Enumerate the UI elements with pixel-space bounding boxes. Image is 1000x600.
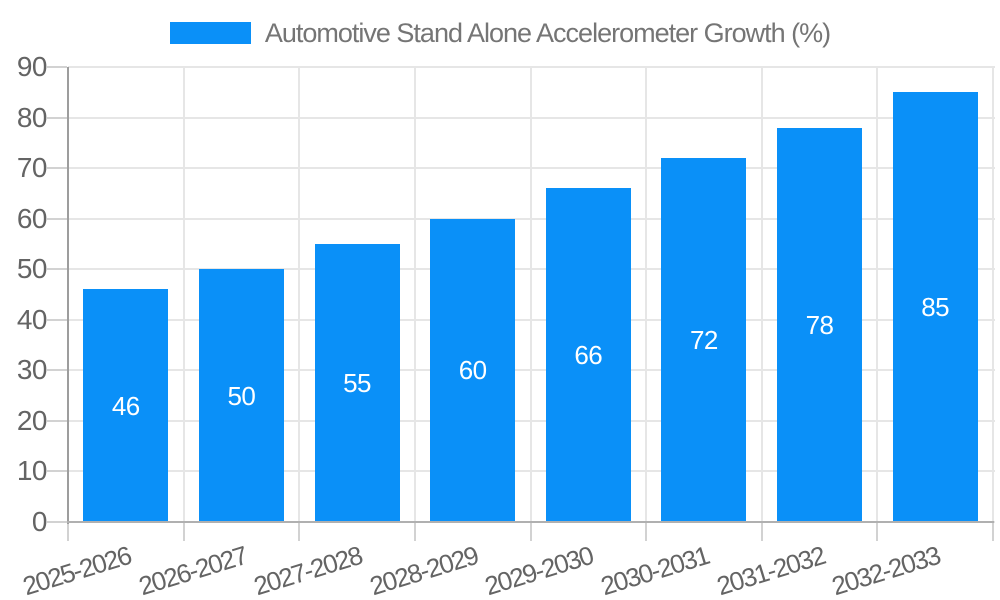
y-axis-tick bbox=[47, 167, 67, 170]
y-axis-tick bbox=[47, 521, 67, 523]
x-axis-tick bbox=[760, 523, 763, 541]
y-axis-label: 40 bbox=[16, 303, 48, 335]
x-axis-label: 2032-2033 bbox=[828, 540, 944, 600]
y-axis-tick bbox=[47, 470, 67, 473]
gridline-vertical bbox=[529, 67, 532, 522]
x-axis-tick bbox=[298, 523, 301, 541]
y-axis-tick bbox=[47, 268, 67, 271]
y-axis-tick bbox=[47, 66, 67, 68]
gridline-vertical bbox=[298, 67, 301, 522]
gridline-vertical bbox=[645, 67, 648, 522]
y-axis-label: 20 bbox=[16, 404, 48, 436]
y-axis-tick bbox=[47, 318, 67, 321]
y-axis-label: 30 bbox=[16, 354, 48, 386]
gridline-horizontal bbox=[68, 268, 995, 271]
chart-title: Automotive Stand Alone Accelerometer Gro… bbox=[264, 18, 831, 48]
y-axis-label: 80 bbox=[16, 101, 48, 133]
x-axis-label: 2026-2027 bbox=[134, 540, 250, 600]
gridline-horizontal bbox=[68, 470, 995, 473]
y-axis-label: 0 bbox=[31, 506, 48, 537]
y-axis-label: 90 bbox=[16, 51, 48, 82]
gridline-horizontal bbox=[68, 318, 995, 321]
gridline-horizontal bbox=[68, 419, 995, 422]
bar-value-label: 50 bbox=[227, 380, 256, 411]
bar-value-label: 78 bbox=[805, 309, 834, 340]
gridline-vertical bbox=[992, 67, 994, 522]
y-axis-label: 60 bbox=[16, 202, 48, 234]
x-axis-label: 2028-2029 bbox=[366, 540, 481, 600]
gridline-horizontal bbox=[68, 167, 995, 170]
y-axis-tick bbox=[47, 419, 67, 422]
x-axis-tick bbox=[645, 523, 648, 541]
bar-value-label: 72 bbox=[689, 325, 718, 355]
x-axis-label: 2031-2032 bbox=[712, 540, 828, 600]
gridline-horizontal bbox=[68, 369, 995, 372]
legend-swatch bbox=[169, 22, 251, 44]
x-axis-tick bbox=[413, 523, 416, 541]
bar bbox=[777, 127, 863, 522]
x-axis-tick bbox=[529, 523, 532, 541]
gridline-vertical bbox=[413, 67, 416, 522]
bar bbox=[545, 188, 631, 522]
gridline-vertical bbox=[182, 67, 185, 522]
bar-value-label: 55 bbox=[343, 367, 372, 398]
x-axis-tick bbox=[182, 523, 185, 541]
y-axis-tick bbox=[47, 369, 67, 372]
x-axis-label: 2025-2026 bbox=[19, 540, 134, 600]
x-axis-tick bbox=[67, 523, 69, 541]
bar-value-label: 60 bbox=[458, 355, 487, 386]
x-axis-label: 2029-2030 bbox=[481, 540, 597, 600]
x-axis-tick bbox=[876, 523, 879, 541]
bar-value-label: 66 bbox=[574, 340, 603, 371]
gridline-horizontal bbox=[68, 116, 995, 119]
gridline-vertical bbox=[760, 67, 763, 522]
bar-value-label: 46 bbox=[111, 390, 140, 421]
chart-legend: Automotive Stand Alone Accelerometer Gro… bbox=[0, 18, 1000, 48]
x-axis-label: 2030-2031 bbox=[597, 540, 713, 600]
gridline-horizontal bbox=[68, 217, 995, 220]
bar bbox=[430, 218, 516, 522]
gridline-vertical bbox=[876, 67, 879, 522]
gridline-horizontal bbox=[68, 66, 995, 68]
x-axis-label: 2027-2028 bbox=[250, 540, 366, 600]
y-axis-tick bbox=[47, 116, 67, 119]
y-axis-label: 50 bbox=[16, 253, 48, 285]
bar bbox=[661, 158, 747, 522]
bar bbox=[198, 269, 284, 522]
bar bbox=[83, 289, 169, 522]
y-axis-tick bbox=[47, 217, 67, 220]
y-axis-label: 70 bbox=[16, 152, 48, 184]
x-axis-line bbox=[67, 521, 994, 523]
y-axis-line bbox=[67, 67, 69, 524]
bar bbox=[892, 92, 978, 522]
bar bbox=[314, 243, 400, 522]
x-axis-tick bbox=[992, 523, 994, 541]
bar-value-label: 85 bbox=[921, 292, 950, 323]
y-axis-label: 10 bbox=[16, 455, 48, 487]
